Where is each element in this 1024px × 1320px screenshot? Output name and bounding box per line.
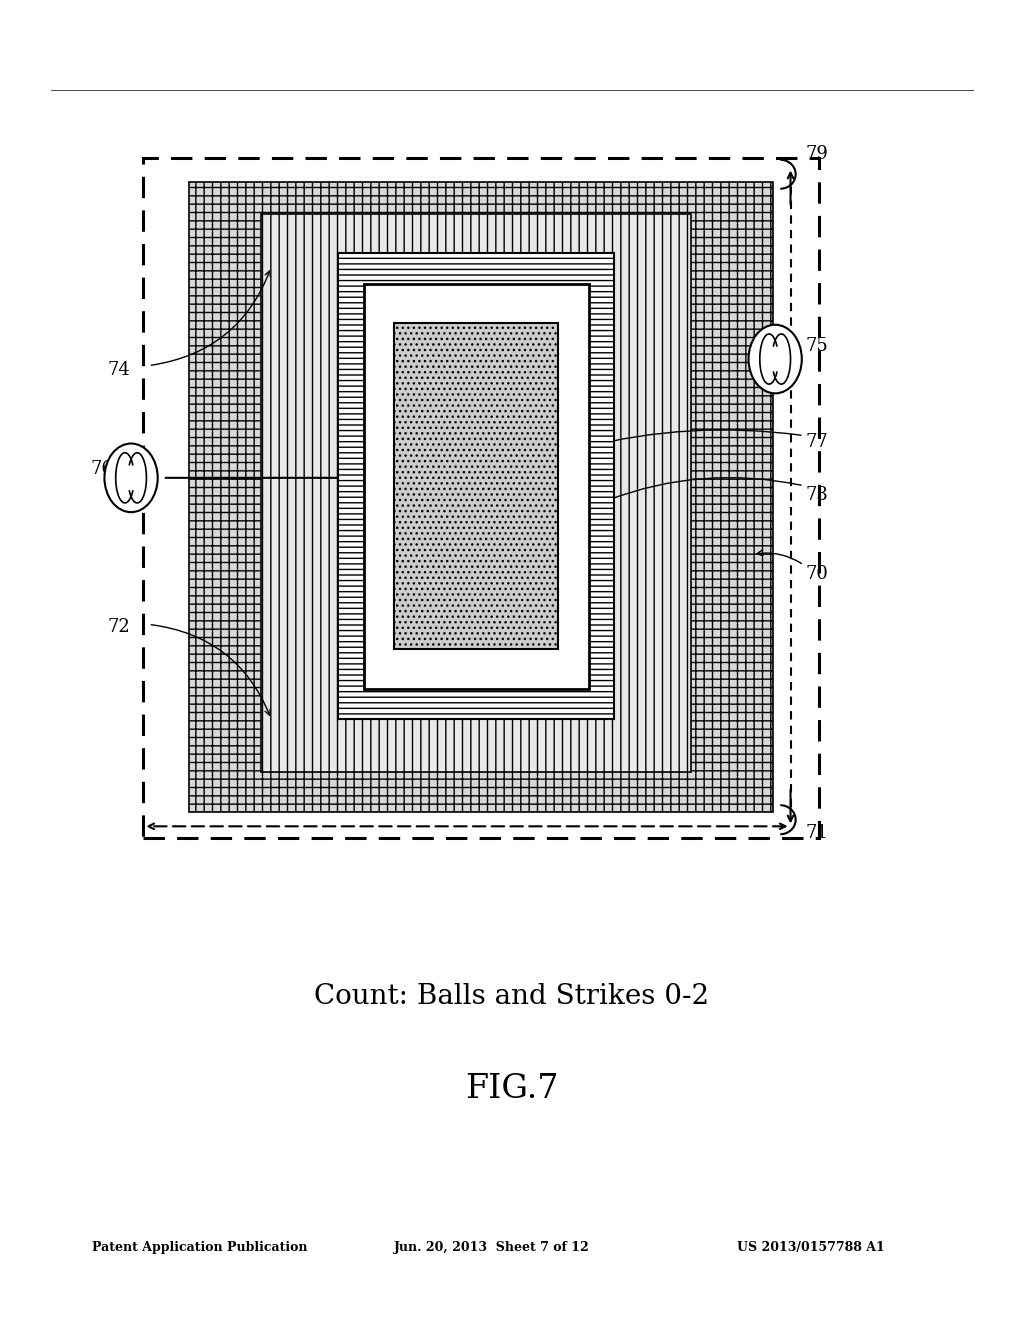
Text: Count: Balls and Strikes 0-2: Count: Balls and Strikes 0-2 bbox=[314, 983, 710, 1010]
Text: 79: 79 bbox=[806, 145, 828, 164]
Bar bbox=[261, 214, 691, 772]
Text: 73: 73 bbox=[806, 486, 828, 504]
Bar bbox=[338, 253, 614, 719]
Text: 72: 72 bbox=[108, 618, 130, 636]
Text: 70: 70 bbox=[806, 565, 828, 583]
Circle shape bbox=[104, 444, 158, 512]
Circle shape bbox=[749, 325, 802, 393]
Text: FIG.7: FIG.7 bbox=[465, 1073, 559, 1105]
Bar bbox=[143, 158, 819, 838]
Text: 74: 74 bbox=[108, 360, 130, 379]
Bar bbox=[189, 182, 773, 812]
Text: Jun. 20, 2013  Sheet 7 of 12: Jun. 20, 2013 Sheet 7 of 12 bbox=[394, 1241, 590, 1254]
Bar bbox=[364, 284, 589, 689]
Text: 77: 77 bbox=[806, 433, 828, 451]
Text: 75: 75 bbox=[806, 337, 828, 355]
Bar bbox=[394, 323, 558, 649]
Text: Patent Application Publication: Patent Application Publication bbox=[92, 1241, 307, 1254]
Text: 76: 76 bbox=[90, 459, 113, 478]
Text: US 2013/0157788 A1: US 2013/0157788 A1 bbox=[737, 1241, 885, 1254]
Text: 71: 71 bbox=[806, 824, 828, 842]
